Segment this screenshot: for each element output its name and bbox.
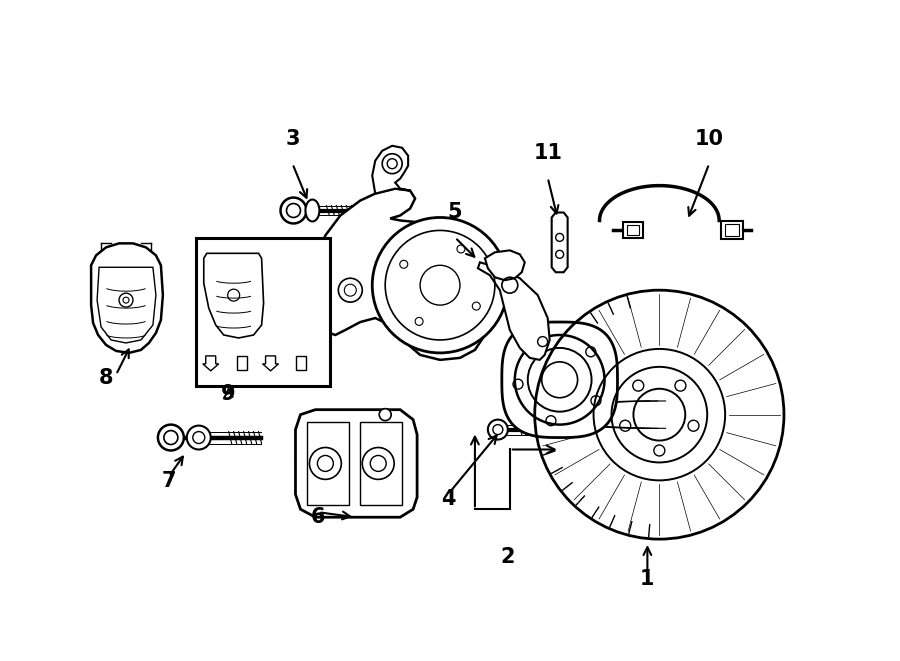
Polygon shape (295, 410, 417, 517)
Bar (308, 422, 349, 505)
Text: 2: 2 (500, 547, 515, 567)
Circle shape (310, 447, 341, 479)
Bar (624, 223, 644, 239)
Text: 11: 11 (533, 143, 562, 163)
Bar (296, 356, 306, 370)
Polygon shape (373, 146, 410, 194)
Circle shape (379, 408, 392, 420)
Polygon shape (263, 356, 278, 371)
Text: 9: 9 (221, 383, 236, 404)
Ellipse shape (515, 335, 605, 424)
Polygon shape (478, 262, 550, 360)
Bar (360, 422, 402, 505)
Circle shape (373, 217, 508, 353)
Polygon shape (502, 322, 617, 438)
Text: 1: 1 (640, 569, 654, 589)
Polygon shape (552, 212, 568, 272)
Text: 3: 3 (285, 129, 300, 149)
Circle shape (158, 424, 184, 451)
Text: 4: 4 (441, 489, 455, 509)
Text: 5: 5 (447, 202, 463, 223)
Polygon shape (309, 188, 490, 360)
Circle shape (187, 426, 211, 449)
Text: 8: 8 (99, 368, 113, 388)
Bar (627, 225, 639, 235)
Text: 10: 10 (695, 129, 724, 149)
Ellipse shape (305, 200, 320, 221)
Polygon shape (203, 253, 264, 338)
Text: 6: 6 (311, 507, 326, 527)
Polygon shape (97, 267, 156, 343)
Bar (721, 221, 743, 239)
Bar (196, 239, 330, 386)
Circle shape (281, 198, 306, 223)
Circle shape (488, 420, 508, 440)
Bar (237, 356, 247, 370)
Text: 7: 7 (162, 471, 176, 491)
Bar (725, 225, 739, 237)
Circle shape (363, 447, 394, 479)
Polygon shape (91, 243, 163, 353)
Polygon shape (202, 356, 219, 371)
Polygon shape (485, 251, 525, 280)
